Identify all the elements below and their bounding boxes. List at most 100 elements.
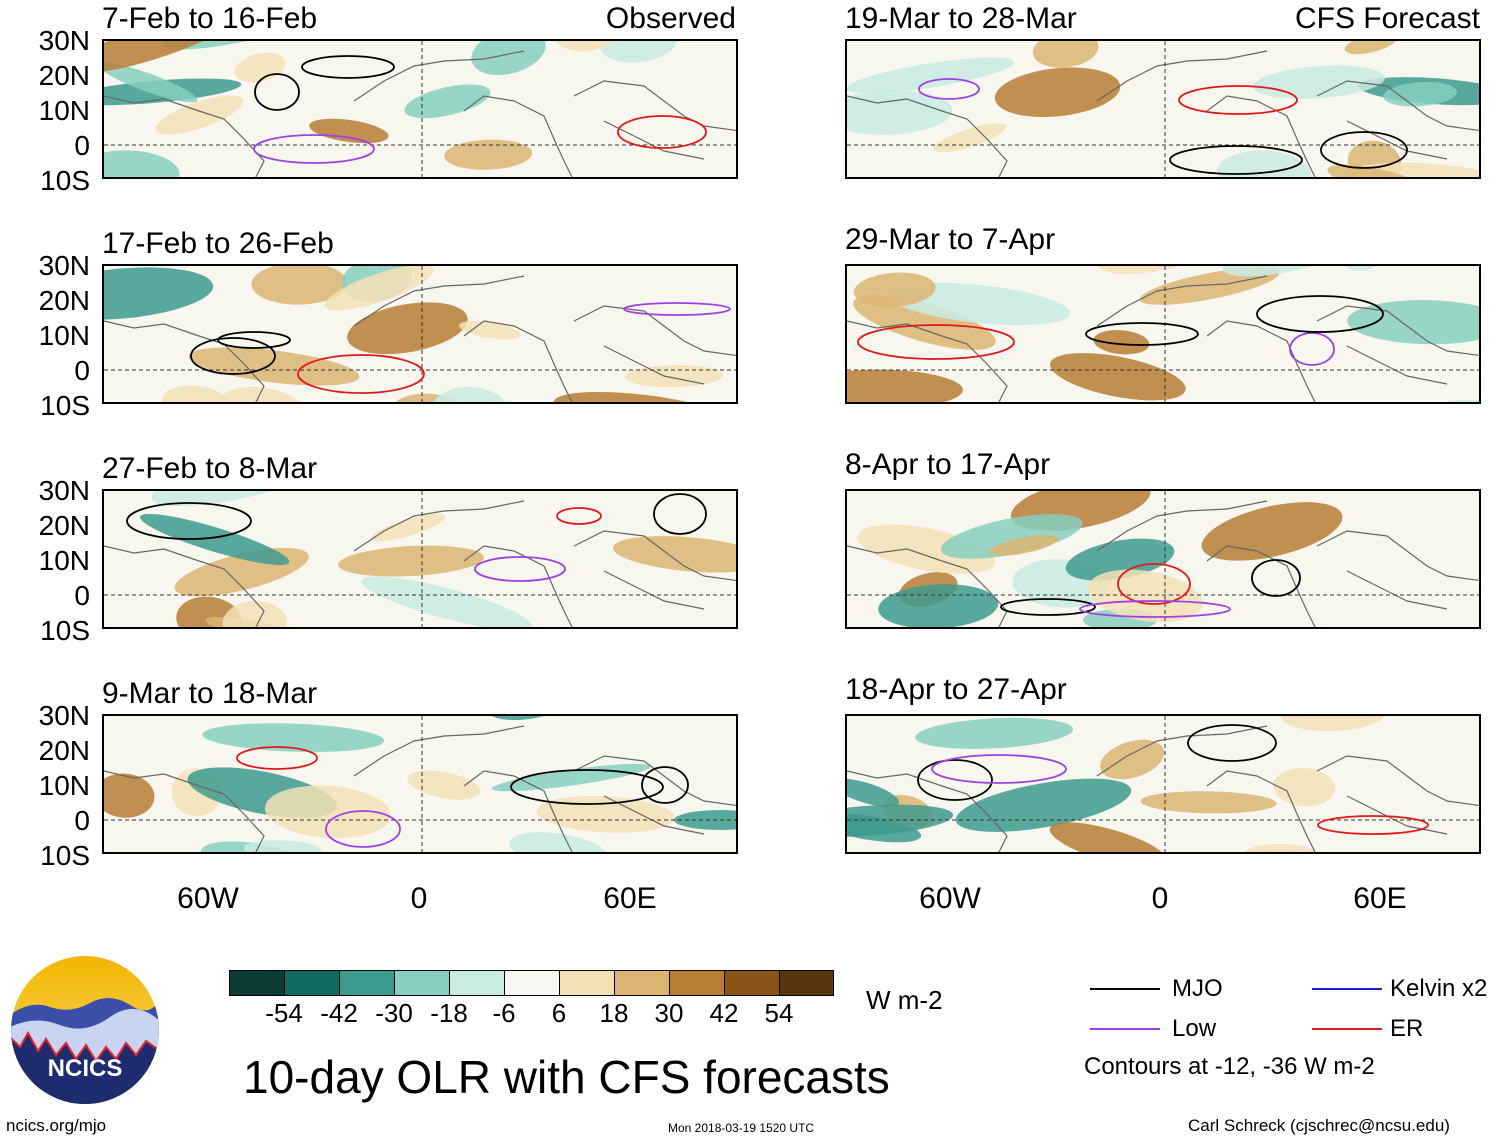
contour-line (253, 134, 375, 164)
legend-line-er (1312, 1028, 1382, 1030)
olr-anomaly-shade (847, 172, 971, 179)
olr-map-canvas (847, 491, 1479, 627)
olr-anomaly-shade (1100, 739, 1165, 780)
contour-line (236, 746, 318, 770)
olr-anomaly-shade (338, 545, 484, 577)
olr-anomaly-shade (1139, 267, 1280, 305)
legend-line-mjo (1090, 988, 1160, 990)
olr-map (845, 714, 1481, 854)
olr-anomaly-shade (612, 536, 736, 573)
footer-author: Carl Schreck (cjschrec@ncsu.edu) (1188, 1116, 1450, 1135)
ncics-logo-text: NCICS (47, 1055, 123, 1082)
lat-label: 10S (40, 840, 90, 871)
lon-label: 0 (1151, 882, 1169, 915)
lon-label: 60W (919, 882, 981, 915)
olr-anomaly-shade (674, 810, 736, 830)
contour-line (1178, 85, 1298, 115)
contour-line (1000, 598, 1096, 616)
olr-map-canvas (104, 266, 736, 402)
olr-anomaly-shade (915, 717, 1074, 749)
olr-anomaly-shade (1049, 822, 1168, 852)
olr-map (845, 489, 1481, 629)
lon-label: 60E (603, 882, 657, 915)
colorbar-swatch (284, 970, 340, 996)
olr-anomaly-shade (1273, 767, 1336, 807)
figure-title: 10-day OLR with CFS forecasts (243, 1051, 890, 1103)
contour-line (1085, 322, 1199, 346)
olr-anomaly-shade (1151, 716, 1287, 717)
lon-label: 60E (1353, 882, 1407, 915)
olr-anomaly-shade (878, 584, 999, 627)
olr-anomaly-shade (1087, 569, 1203, 623)
olr-anomaly-shade (600, 41, 677, 63)
lat-label: 10S (40, 165, 90, 196)
contour-line (1289, 332, 1335, 366)
olr-map-canvas (104, 491, 736, 627)
colorbar-swatch (504, 970, 560, 996)
olr-anomaly-shade (989, 534, 1058, 556)
olr-anomaly-shade (104, 150, 180, 177)
olr-anomaly-shade (104, 41, 249, 73)
contour-line (474, 556, 566, 582)
lat-label: 0 (74, 355, 90, 386)
lat-label: 30N (38, 700, 90, 731)
colorbar-label: 18 (599, 998, 629, 1028)
contour-line (325, 810, 401, 848)
olr-anomaly-shade (139, 513, 290, 566)
panel-period-title: 18-Apr to 27-Apr (845, 673, 1067, 706)
olr-anomaly-shade (1140, 791, 1277, 814)
lat-label: 20N (38, 735, 90, 766)
olr-map (102, 39, 738, 179)
olr-anomaly-shade (1344, 41, 1398, 55)
lon-label: 60W (177, 882, 239, 915)
olr-anomaly-shade (1335, 266, 1386, 271)
olr-anomaly-shade (1432, 399, 1479, 402)
contour-line (617, 115, 707, 149)
olr-anomaly-shade (491, 763, 651, 792)
colorbar-labels: -54 -42 -30 -18 -6 6 18 30 42 54 (229, 998, 849, 1028)
coastline (847, 275, 1479, 402)
lat-label: 10N (38, 545, 90, 576)
panel-period-title: 27-Feb to 8-Mar (102, 452, 318, 485)
footer-url: ncics.org/mjo (6, 1116, 107, 1135)
olr-anomaly-shade (482, 716, 597, 721)
panel-period-title: 8-Apr to 17-Apr (845, 448, 1051, 481)
lat-label: 10N (38, 770, 90, 801)
olr-anomaly-shade (222, 600, 287, 627)
contour-line (254, 73, 300, 111)
colorbar-label: -54 (265, 998, 303, 1028)
olr-anomaly-shade (155, 95, 243, 135)
legend-line-kelvin (1312, 988, 1382, 990)
olr-anomaly-shade (847, 90, 953, 135)
lat-label: 10N (38, 320, 90, 351)
lat-label: 10S (40, 615, 90, 646)
olr-anomaly-shade (1032, 41, 1099, 68)
olr-anomaly-shade (161, 385, 228, 402)
olr-anomaly-shade (509, 832, 607, 852)
olr-anomaly-shade (347, 302, 468, 355)
olr-anomaly-shade (853, 295, 996, 350)
olr-map (102, 264, 738, 404)
olr-anomaly-shade (104, 62, 198, 103)
panel-period-title: 19-Mar to 28-Mar (845, 2, 1077, 35)
legend-label: ER (1390, 1015, 1424, 1042)
olr-anomaly-shade (471, 41, 546, 76)
olr-anomaly-shade (309, 118, 389, 144)
olr-map (102, 489, 738, 629)
contour-line (1117, 563, 1191, 605)
panel-period-title: 17-Feb to 26-Feb (102, 227, 334, 260)
olr-anomaly-shade (940, 514, 1083, 559)
contour-line (1187, 724, 1277, 762)
colorbar-label: -18 (430, 998, 468, 1028)
colorbar-label: 42 (709, 998, 739, 1028)
contour-line (653, 493, 707, 535)
olr-anomaly-shade (1281, 716, 1386, 732)
colorbar-label: 6 (551, 998, 567, 1028)
contour-line (623, 302, 731, 316)
olr-anomaly-shade (624, 716, 738, 718)
contours-note: Contours at -12, -36 W m-2 (1084, 1053, 1375, 1080)
olr-anomaly-shade (151, 491, 328, 506)
legend-line-low (1090, 1028, 1160, 1030)
olr-map (102, 714, 738, 854)
olr-anomaly-shade (370, 513, 446, 542)
